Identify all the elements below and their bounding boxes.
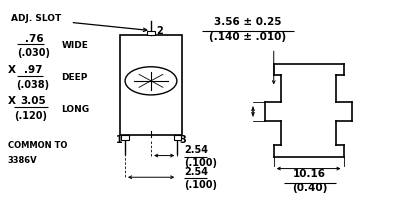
Text: (.120): (.120) — [14, 111, 47, 121]
Text: 3386V: 3386V — [8, 156, 38, 165]
Text: 3.56 ± 0.25: 3.56 ± 0.25 — [214, 17, 282, 27]
Text: 3.05: 3.05 — [20, 96, 46, 106]
Text: .97: .97 — [24, 65, 42, 75]
Text: LONG: LONG — [61, 104, 90, 114]
Text: 2.54: 2.54 — [184, 145, 208, 155]
Bar — [120, 35, 182, 135]
Text: (0.40): (0.40) — [292, 183, 327, 193]
Text: (.100): (.100) — [184, 180, 218, 190]
Text: X: X — [8, 65, 16, 75]
Bar — [174, 135, 181, 140]
Text: WIDE: WIDE — [61, 41, 88, 50]
Text: (.140 ± .010): (.140 ± .010) — [209, 32, 286, 42]
Text: 2.54: 2.54 — [184, 167, 208, 177]
Text: 10.16: 10.16 — [293, 169, 326, 179]
Text: (.038): (.038) — [16, 80, 49, 90]
Circle shape — [125, 67, 177, 95]
Text: COMMON TO: COMMON TO — [8, 141, 67, 150]
Text: 1: 1 — [116, 135, 123, 145]
Text: (.030): (.030) — [17, 48, 50, 58]
Text: .76: .76 — [25, 34, 43, 44]
Text: DEEP: DEEP — [61, 73, 88, 82]
Text: X: X — [8, 96, 16, 106]
Text: (.100): (.100) — [184, 158, 218, 168]
Text: ADJ. SLOT: ADJ. SLOT — [11, 14, 61, 22]
Text: 2: 2 — [156, 26, 163, 36]
Text: 3: 3 — [180, 135, 186, 145]
Bar — [122, 135, 129, 140]
Bar — [147, 31, 154, 35]
